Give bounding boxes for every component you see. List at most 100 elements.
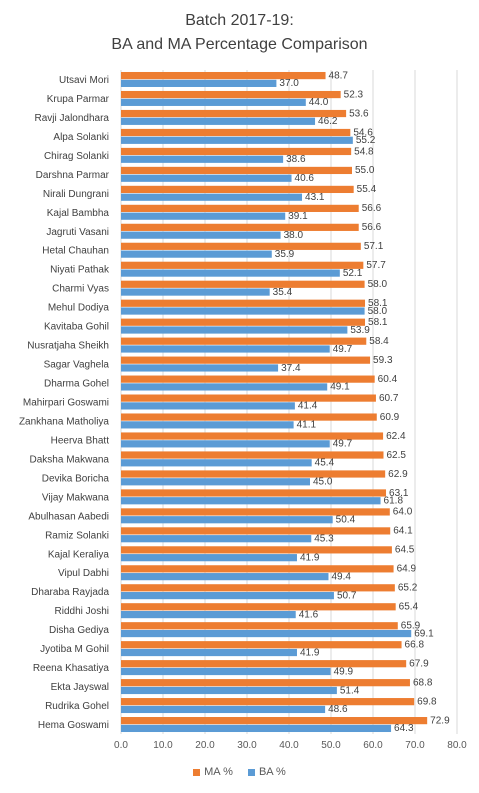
bar-ba bbox=[121, 269, 340, 277]
data-label-ba: 50.7 bbox=[337, 590, 357, 601]
data-label-ba: 37.0 bbox=[279, 78, 299, 89]
category-label: Devika Boricha bbox=[42, 473, 110, 484]
data-label-ba: 41.4 bbox=[298, 401, 318, 412]
category-label: Sagar Vaghela bbox=[44, 360, 110, 371]
category-label: Ekta Jayswal bbox=[51, 682, 109, 693]
x-tick-label: 60.0 bbox=[363, 740, 383, 751]
legend: MA % BA % bbox=[0, 766, 479, 778]
category-label: Utsavi Mori bbox=[59, 75, 109, 86]
bar-ma bbox=[121, 223, 359, 231]
category-label: Kajal Keraliya bbox=[48, 549, 110, 560]
bar-ba bbox=[121, 117, 316, 125]
x-tick-label: 70.0 bbox=[405, 740, 425, 751]
bar-ma bbox=[121, 641, 402, 649]
category-label: Darshna Parmar bbox=[36, 170, 110, 181]
bar-ba bbox=[121, 364, 279, 372]
bar-ma bbox=[121, 470, 386, 478]
bar-ba bbox=[121, 478, 310, 486]
bar-ba bbox=[121, 705, 326, 714]
bar-ma bbox=[121, 717, 428, 725]
data-label-ba: 49.7 bbox=[333, 439, 353, 450]
bar-ba bbox=[121, 686, 337, 695]
data-label-ma: 54.6 bbox=[353, 127, 373, 138]
bar-ma bbox=[121, 337, 367, 345]
bar-ma bbox=[121, 565, 394, 573]
bar-ma bbox=[121, 318, 366, 326]
bar-ma bbox=[121, 299, 366, 307]
data-label-ma: 60.7 bbox=[379, 393, 399, 404]
bar-ba bbox=[121, 212, 286, 220]
data-label-ba: 41.9 bbox=[300, 647, 320, 658]
data-label-ma: 67.9 bbox=[409, 659, 429, 670]
category-label: Niyati Pathak bbox=[50, 265, 110, 276]
category-label: Alpa Solanki bbox=[53, 132, 109, 143]
bar-ba bbox=[121, 648, 297, 657]
bar-ba bbox=[121, 440, 330, 448]
bar-ma bbox=[121, 432, 384, 440]
data-label-ba: 55.2 bbox=[356, 135, 376, 146]
data-label-ma: 57.7 bbox=[366, 260, 386, 271]
data-label-ba: 46.2 bbox=[318, 116, 338, 127]
data-label-ma: 65.9 bbox=[401, 621, 421, 632]
bar-ma bbox=[121, 356, 371, 364]
bar-ma bbox=[121, 603, 396, 611]
x-tick-label: 40.0 bbox=[279, 740, 299, 751]
data-label-ba: 48.6 bbox=[328, 704, 348, 715]
category-label: Dharaba Rayjada bbox=[31, 587, 109, 598]
bar-ma bbox=[121, 546, 392, 554]
data-label-ba: 38.0 bbox=[284, 230, 304, 241]
data-label-ma: 68.8 bbox=[413, 677, 433, 688]
data-label-ba: 58.0 bbox=[368, 306, 388, 317]
bar-ma bbox=[121, 451, 384, 459]
bar-ba bbox=[121, 497, 381, 505]
data-label-ma: 60.9 bbox=[380, 412, 400, 423]
category-label: Ravji Jalondhara bbox=[35, 113, 110, 124]
data-label-ba: 69.1 bbox=[414, 628, 434, 639]
data-label-ma: 64.0 bbox=[393, 507, 413, 518]
data-label-ma: 52.3 bbox=[344, 89, 364, 100]
bar-ba bbox=[121, 136, 353, 144]
bar-ba bbox=[121, 629, 412, 638]
data-label-ba: 37.4 bbox=[281, 363, 301, 374]
bar-ba bbox=[121, 193, 303, 201]
data-label-ba: 52.1 bbox=[343, 268, 363, 279]
bar-ma bbox=[121, 71, 326, 80]
bar-ba bbox=[121, 155, 284, 163]
bar-ba bbox=[121, 307, 365, 315]
data-label-ba: 44.0 bbox=[309, 97, 329, 108]
bar-ma bbox=[121, 394, 376, 402]
bar-ba bbox=[121, 250, 272, 258]
data-label-ma: 64.1 bbox=[393, 526, 413, 537]
bar-ba bbox=[121, 724, 392, 733]
data-label-ma: 63.1 bbox=[389, 488, 409, 499]
data-label-ba: 35.9 bbox=[275, 249, 295, 260]
category-label: Zankhana Matholiya bbox=[19, 416, 109, 427]
data-label-ma: 72.9 bbox=[430, 715, 450, 726]
data-label-ma: 56.6 bbox=[362, 203, 382, 214]
category-label: Reena Khasatiya bbox=[33, 663, 110, 674]
category-label: Ramiz Solanki bbox=[45, 530, 109, 541]
data-label-ba: 38.6 bbox=[286, 154, 306, 165]
data-label-ma: 57.1 bbox=[364, 241, 384, 252]
data-label-ma: 69.8 bbox=[417, 696, 437, 707]
category-label: Chirag Solanki bbox=[44, 151, 109, 162]
bar-ma bbox=[121, 166, 352, 175]
x-tick-label: 30.0 bbox=[237, 740, 257, 751]
category-label: Hetal Chauhan bbox=[42, 246, 109, 257]
data-label-ma: 65.4 bbox=[399, 602, 419, 613]
bar-ba bbox=[121, 174, 292, 182]
category-label: Vijay Makwana bbox=[42, 492, 110, 503]
bar-ba bbox=[121, 554, 297, 562]
category-label: Nirali Dungrani bbox=[43, 189, 109, 200]
data-label-ma: 62.5 bbox=[387, 450, 407, 461]
data-label-ma: 66.8 bbox=[405, 640, 425, 651]
data-label-ba: 41.6 bbox=[299, 609, 319, 620]
category-label: Kavitaba Gohil bbox=[44, 322, 109, 333]
data-label-ba: 43.1 bbox=[305, 192, 325, 203]
legend-label-ma: MA % bbox=[204, 766, 233, 778]
legend-label-ba: BA % bbox=[258, 766, 286, 778]
x-tick-label: 10.0 bbox=[153, 740, 173, 751]
data-label-ma: 58.1 bbox=[368, 317, 388, 328]
category-label: Disha Gediya bbox=[49, 625, 109, 636]
bar-ma bbox=[121, 698, 415, 706]
